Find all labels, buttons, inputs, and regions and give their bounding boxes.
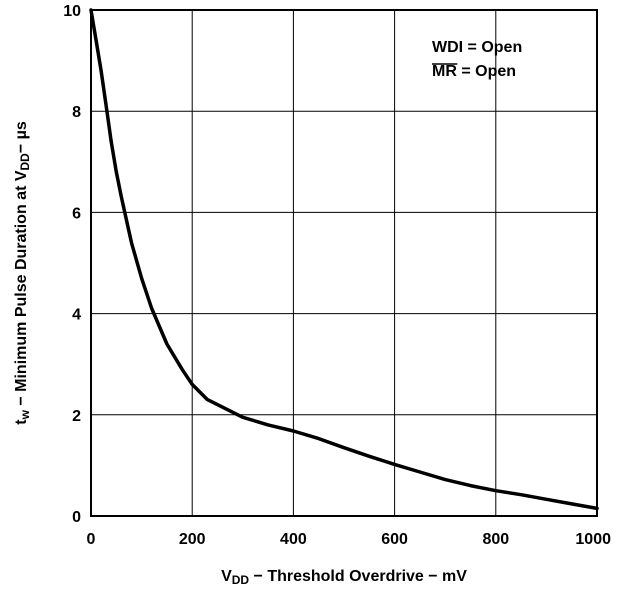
y-tick-label-0: 0: [72, 509, 81, 526]
y-tick-label-3: 6: [72, 205, 81, 222]
x-tick-label-5: 1000: [575, 531, 611, 548]
y-axis-label: tw − Minimum Pulse Duration at VDD− µs: [13, 121, 32, 425]
annotations: WDI = Open MR = Open: [432, 39, 522, 80]
x-tick-labels: 0 200 400 600 800 1000: [87, 531, 612, 548]
x-axis-label: VDD − Threshold Overdrive − mV: [221, 568, 467, 587]
series-line: [89, 8, 599, 511]
annotation-1: MR = Open: [432, 63, 516, 80]
x-tick-label-2: 400: [280, 531, 307, 548]
y-tick-label-2: 4: [72, 307, 81, 324]
y-tick-label-5: 10: [63, 3, 81, 20]
x-tick-label-3: 600: [381, 531, 408, 548]
x-tick-label-0: 0: [87, 531, 96, 548]
y-tick-label-1: 2: [72, 408, 81, 425]
y-tick-labels: 0 2 4 6 8 10: [63, 3, 81, 526]
grid: [90, 9, 598, 517]
x-tick-label-1: 200: [179, 531, 206, 548]
x-tick-label-4: 800: [482, 531, 509, 548]
plot-frame: [90, 9, 598, 517]
y-tick-label-4: 8: [72, 104, 81, 121]
annotation-0: WDI = Open: [432, 39, 522, 56]
